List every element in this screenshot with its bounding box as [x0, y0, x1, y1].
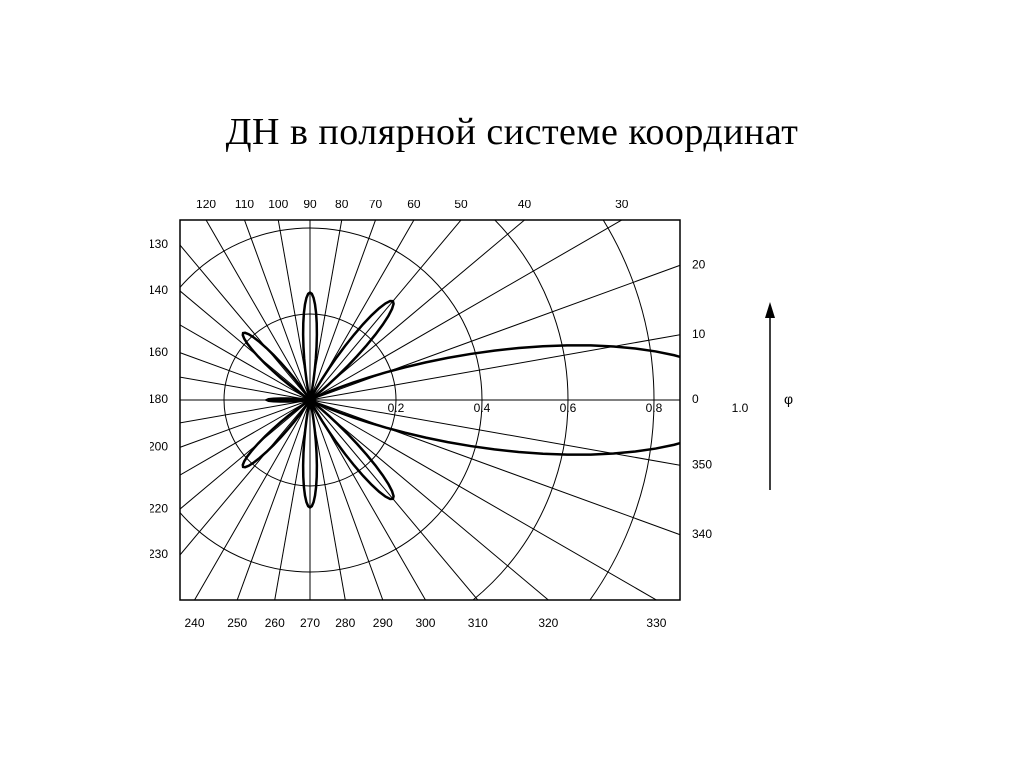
- angle-label: 280: [335, 616, 355, 630]
- page-title: ДН в полярной системе координат: [0, 110, 1024, 154]
- angle-label: 320: [538, 616, 558, 630]
- angle-label: 250: [227, 616, 247, 630]
- angle-label: 80: [335, 200, 349, 211]
- angle-label: 100: [268, 200, 288, 211]
- angle-label: 340: [692, 527, 712, 541]
- angle-label: 260: [265, 616, 285, 630]
- angle-label: 330: [646, 616, 666, 630]
- radial-label: 0.4: [474, 401, 491, 415]
- angle-label: 20: [692, 258, 706, 272]
- angle-label: 130: [150, 237, 168, 251]
- angle-label: 50: [454, 200, 468, 211]
- phi-label: φ: [784, 391, 793, 407]
- angle-label: 270: [300, 616, 320, 630]
- angle-label: 220: [150, 501, 168, 515]
- polar-chart: 1201101009080706050403020100350340330320…: [150, 200, 870, 640]
- radial-label: 0.2: [388, 401, 405, 415]
- angle-label: 140: [150, 283, 168, 297]
- angle-label: 300: [415, 616, 435, 630]
- angle-label: 290: [373, 616, 393, 630]
- angle-label: 0: [692, 392, 699, 406]
- angle-label: 350: [692, 457, 712, 471]
- angle-label: 10: [692, 327, 706, 341]
- angle-label: 120: [196, 200, 216, 211]
- angle-label: 90: [303, 200, 317, 211]
- angle-label: 160: [150, 345, 168, 359]
- angle-label: 110: [235, 200, 254, 211]
- angle-label: 240: [185, 616, 205, 630]
- angle-label: 70: [369, 200, 383, 211]
- angle-label: 310: [468, 616, 488, 630]
- angle-label: 60: [407, 200, 421, 211]
- radial-label: 0.8: [646, 401, 663, 415]
- phi-arrowhead: [765, 302, 775, 318]
- polar-chart-svg: 1201101009080706050403020100350340330320…: [150, 200, 870, 640]
- radial-label: 1.0: [732, 401, 749, 415]
- angle-label: 180: [150, 392, 168, 406]
- angle-label: 230: [150, 547, 168, 561]
- angle-label: 200: [150, 439, 168, 453]
- radial-label: 0.6: [560, 401, 577, 415]
- angle-label: 40: [518, 200, 532, 211]
- angle-label: 30: [615, 200, 629, 211]
